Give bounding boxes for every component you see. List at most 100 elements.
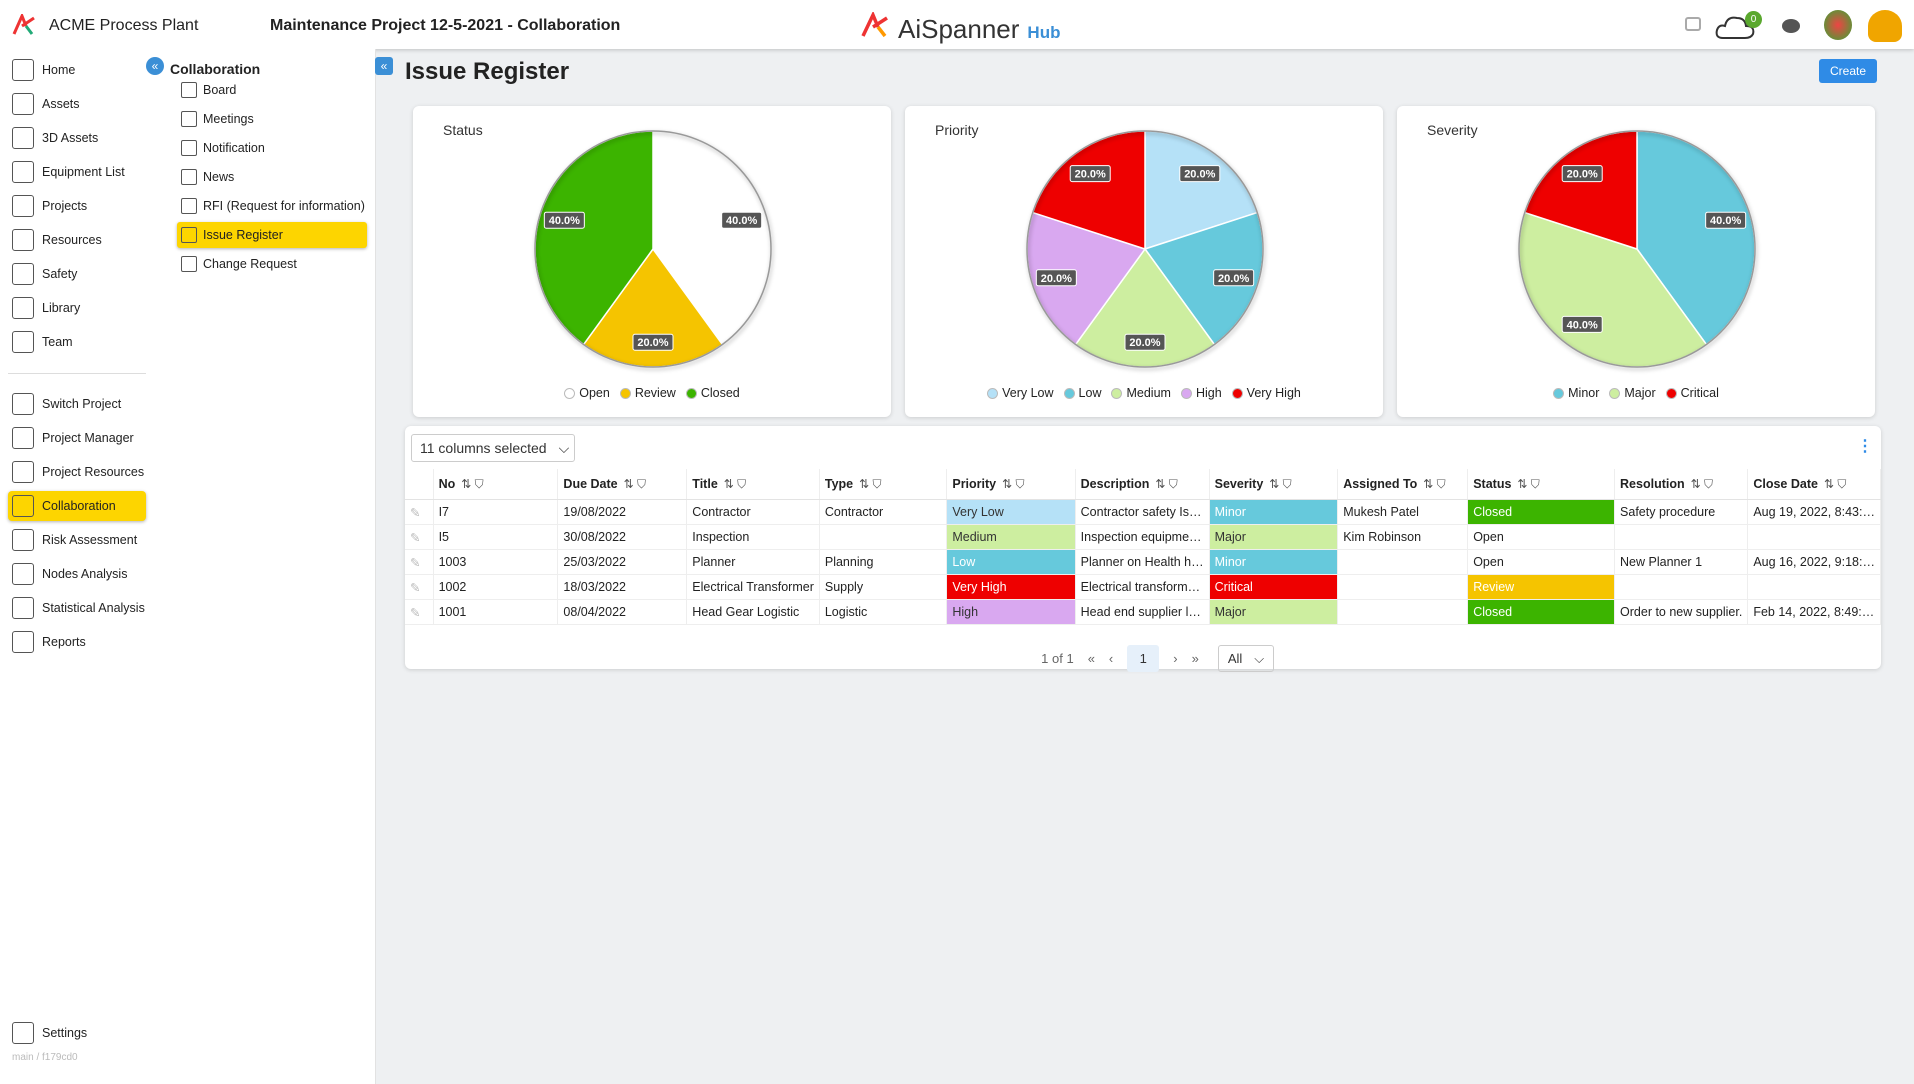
nav-item[interactable]: Project Manager bbox=[8, 423, 146, 453]
nav-item[interactable]: Nodes Analysis bbox=[8, 559, 146, 589]
version: main / f179cd0 bbox=[12, 1052, 78, 1063]
data-label: 40.0% bbox=[1567, 319, 1598, 331]
page-number[interactable]: 1 bbox=[1127, 645, 1160, 672]
column-header[interactable]: Status ⇅ ⛉ bbox=[1467, 469, 1616, 500]
table-cell bbox=[1747, 524, 1881, 550]
next-page[interactable]: › bbox=[1173, 651, 1178, 666]
nav-item[interactable]: Team bbox=[8, 327, 146, 357]
nav-item[interactable]: Collaboration bbox=[8, 491, 146, 521]
user-menu[interactable] bbox=[1868, 10, 1902, 42]
column-selector[interactable]: 11 columns selected ⌵ bbox=[411, 434, 575, 462]
nav-item[interactable]: Settings bbox=[8, 1018, 146, 1048]
legend-item[interactable]: Minor bbox=[1553, 386, 1599, 400]
legend-item[interactable]: Review bbox=[619, 386, 676, 400]
table-cell bbox=[1337, 599, 1469, 625]
legend-item[interactable]: Critical bbox=[1665, 386, 1719, 400]
nav-item[interactable]: Resources bbox=[8, 225, 146, 255]
chat-button[interactable] bbox=[1782, 19, 1800, 33]
sub-nav-item[interactable]: Change Request bbox=[177, 251, 367, 277]
prev-page[interactable]: ‹ bbox=[1108, 651, 1114, 666]
nav-item[interactable]: Home bbox=[8, 55, 146, 85]
column-header[interactable]: Due Date ⇅ ⛉ bbox=[557, 469, 688, 500]
table-cell: I5 bbox=[433, 524, 559, 550]
legend-item[interactable]: Closed bbox=[685, 386, 740, 400]
column-header[interactable]: Assigned To ⇅ ⛉ bbox=[1337, 469, 1469, 500]
table-cell: Electrical Transformer bbox=[686, 574, 820, 600]
legend-item[interactable]: Major bbox=[1609, 386, 1656, 400]
column-header[interactable]: Severity ⇅ ⛉ bbox=[1209, 469, 1339, 500]
data-label: 20.0% bbox=[1075, 169, 1106, 181]
nav-item[interactable]: Assets bbox=[8, 89, 146, 119]
collapse-sub-button[interactable]: « bbox=[375, 57, 393, 75]
label-bg bbox=[1179, 165, 1221, 183]
nav-label: Reports bbox=[42, 635, 86, 649]
cloud-button[interactable] bbox=[1715, 12, 1759, 42]
legend-item[interactable]: Low bbox=[1063, 386, 1101, 400]
pie-outline bbox=[534, 130, 772, 368]
sub-nav-item[interactable]: Meetings bbox=[177, 106, 367, 132]
column-header[interactable]: Description ⇅ ⛉ bbox=[1075, 469, 1210, 500]
sub-nav-item[interactable]: News bbox=[177, 164, 367, 190]
last-page[interactable]: » bbox=[1191, 651, 1199, 666]
legend-swatch bbox=[1553, 387, 1565, 399]
sub-nav-item[interactable]: Issue Register bbox=[177, 222, 367, 248]
legend-item[interactable]: Open bbox=[564, 386, 610, 400]
nav-item[interactable]: Statistical Analysis bbox=[8, 593, 146, 623]
nav-item[interactable]: 3D Assets bbox=[8, 123, 146, 153]
nav-item[interactable]: Safety bbox=[8, 259, 146, 289]
legend-item[interactable]: Very High bbox=[1231, 386, 1301, 400]
first-page[interactable]: « bbox=[1087, 651, 1095, 666]
column-header[interactable]: Type ⇅ ⛉ bbox=[819, 469, 948, 500]
table-row: ✎ I5 30/08/2022 Inspection Medium Inspection … bbox=[405, 524, 1881, 550]
table-cell bbox=[1337, 549, 1469, 575]
column-header[interactable]: Title ⇅ ⛉ bbox=[686, 469, 820, 500]
more-menu[interactable]: ⋮ bbox=[1857, 438, 1873, 455]
legend-item[interactable]: Very Low bbox=[987, 386, 1054, 400]
column-header[interactable]: No ⇅ ⛉ bbox=[433, 469, 559, 500]
legend-item[interactable]: High bbox=[1180, 386, 1222, 400]
avatar[interactable] bbox=[1824, 10, 1852, 40]
pager: 1 of 1 « ‹ 1 › » bbox=[1000, 645, 1240, 672]
sub-nav-icon bbox=[181, 82, 197, 98]
nav-item[interactable]: Library bbox=[8, 293, 146, 323]
chevron: ⌵ bbox=[558, 439, 570, 456]
sub-nav-item[interactable]: RFI (Request for information) bbox=[177, 193, 367, 219]
table-cell: Aug 19, 2022, 8:43:… bbox=[1747, 499, 1881, 525]
pie-outline bbox=[1026, 130, 1264, 368]
nav-item[interactable]: Switch Project bbox=[8, 389, 146, 419]
table-cell: 1003 bbox=[433, 549, 559, 575]
nav-item[interactable]: Risk Assessment bbox=[8, 525, 146, 555]
legend-swatch bbox=[1111, 387, 1123, 399]
sub-nav-item[interactable]: Board bbox=[177, 77, 367, 103]
legend: Very Low Low Medium High Very High bbox=[905, 386, 1383, 400]
nav-item[interactable]: Projects bbox=[8, 191, 146, 221]
data-label: 20.0% bbox=[1041, 273, 1072, 285]
print-button[interactable] bbox=[1685, 17, 1701, 31]
sort-filter: ⇅ ⛉ bbox=[1155, 476, 1178, 491]
nav-item[interactable]: Reports bbox=[8, 627, 146, 657]
table-cell: Very Low bbox=[946, 499, 1076, 525]
nav-icon bbox=[12, 597, 34, 619]
column-header[interactable]: Resolution ⇅ ⛉ bbox=[1614, 469, 1749, 500]
table-row: ✎ 1001 08/04/2022 Head Gear Logistic Logisti… bbox=[405, 599, 1881, 625]
nav-item[interactable]: Project Resources bbox=[8, 457, 146, 487]
table-cell: 19/08/2022 bbox=[557, 499, 688, 525]
legend-item[interactable]: Medium bbox=[1111, 386, 1171, 400]
column-header[interactable]: Priority ⇅ ⛉ bbox=[946, 469, 1076, 500]
label-bg bbox=[543, 211, 585, 229]
collapse-button[interactable]: « bbox=[146, 57, 164, 75]
page-size-select[interactable]: All ⌵ bbox=[1218, 645, 1274, 672]
sort-filter: ⇅ ⛉ bbox=[623, 476, 646, 491]
chart-card: Priority 20.0% 20.0% 20.0% 20.0% 20.0% Very Lo… bbox=[905, 106, 1383, 417]
edit-button: ✎ bbox=[405, 499, 434, 525]
column-header[interactable]: Close Date ⇅ ⛉ bbox=[1747, 469, 1881, 500]
create-button[interactable]: Create bbox=[1819, 59, 1877, 83]
sub-nav-label: RFI (Request for information) bbox=[203, 199, 365, 213]
nav-item[interactable]: Equipment List bbox=[8, 157, 146, 187]
table-cell: Head Gear Logistic bbox=[686, 599, 820, 625]
nav-label: Nodes Analysis bbox=[42, 567, 128, 581]
column-selector-label: 11 columns selected bbox=[420, 440, 547, 456]
divider bbox=[8, 373, 146, 374]
column-label: Due Date bbox=[563, 476, 618, 491]
sub-nav-item[interactable]: Notification bbox=[177, 135, 367, 161]
